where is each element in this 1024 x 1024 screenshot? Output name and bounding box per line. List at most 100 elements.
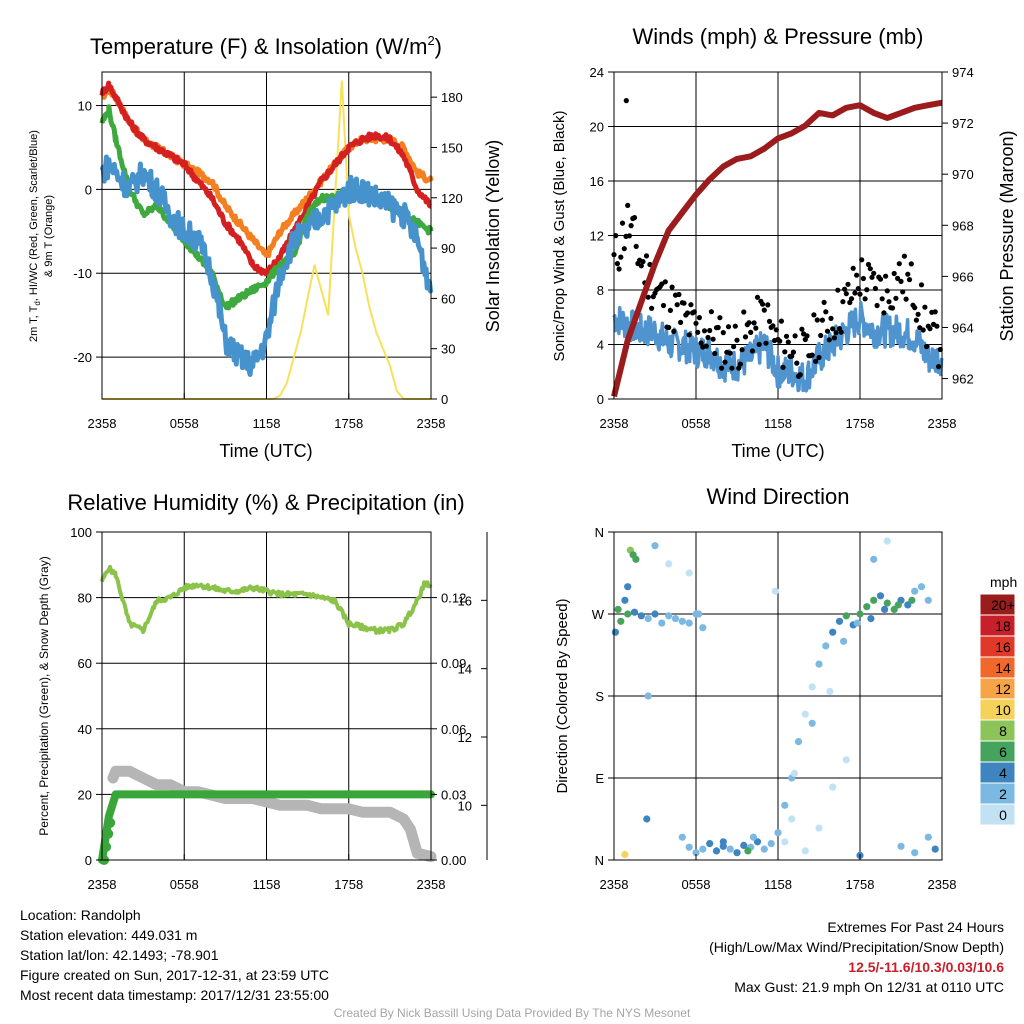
humidity-xtick-label: 1158 [253,877,281,892]
gust-point [869,274,875,280]
gust-point [789,353,795,359]
gust-point [643,253,650,259]
gust-point [924,343,930,350]
gust-point [920,327,926,333]
gust-point [666,324,672,331]
direction-xtick-label: 2358 [928,877,957,892]
gust-point [660,302,667,309]
humidity-precip-ytick-label: 0.00 [441,853,466,868]
temperature-right-ytick-label: 120 [441,191,463,206]
direction-point [695,610,703,618]
direction-point [908,596,916,604]
humidity-xtick-label: 1758 [334,877,363,892]
gust-point [782,349,788,355]
gust-point [631,215,638,221]
temperature-xtick-label: 1158 [253,416,281,431]
temperature-left-ytick-label: -10 [73,266,92,281]
direction-point [630,608,639,616]
humidity-precip-ytick-label: 0.06 [441,722,466,737]
temperature-series-3 [99,154,434,377]
direction-point [614,605,622,614]
snow-depth-line [107,765,437,863]
gust-point [749,348,756,354]
direction-point [712,847,721,855]
humidity-left-ytick-label: 100 [70,525,92,540]
gust-point [696,315,703,321]
temperature-left-ytick-label: -20 [73,350,92,365]
precip-point [103,828,114,839]
gust-point [881,310,887,316]
direction-point [883,537,891,545]
winds-right-ytick-label: 962 [952,372,974,387]
direction-point [870,596,878,604]
direction-point [665,560,673,568]
direction-title: Wind Direction [706,484,849,509]
direction-point [911,587,919,595]
gust-point [826,337,832,343]
direction-point [771,587,779,595]
gust-point [616,266,622,272]
direction-point [678,833,686,841]
winds-left-ytick-label: 20 [590,120,604,135]
gust-point [792,333,798,339]
insolation-path [102,80,431,400]
gust-point [731,344,737,350]
gust-point [859,257,865,263]
credit-footer: Created By Nick Bassill Using Data Provi… [333,1006,691,1020]
direction-point [699,845,707,853]
gust-point [901,253,908,259]
humidity-line [100,564,433,635]
temperature-left-ytick-label: 0 [85,182,92,197]
humidity-axes: 2358 0558 1158 1758 2358 0 20 40 60 80 100 0.00 0.03… [70,525,488,892]
gust-point [845,281,851,287]
direction-panel: Wind Direction 2358 0558 1158 1758 2358 N E S W N… [554,484,1017,892]
gust-point [934,323,940,329]
gust-point [915,311,921,317]
direction-point [790,769,799,778]
gust-point [908,261,914,267]
direction-point [719,838,727,846]
direction-point [744,847,752,855]
winds-xtick-label: 0558 [682,416,711,431]
direction-point [904,601,912,609]
gust-point [900,289,906,295]
gust-point [754,294,761,300]
gust-point [671,328,677,334]
max-gust-text: Max Gust: 21.9 mph On 12/31 at 0110 UTC [734,979,1004,995]
winds-grid [614,71,942,400]
gust-point [766,318,773,324]
winds-panel: Winds (mph) & Pressure (mb) 2358 0558 1158… [551,24,1017,461]
gust-point [669,284,675,290]
colorbar-swatch [979,782,1016,805]
gust-point [877,276,884,282]
gust-point [705,334,711,341]
humidity-left-ytick-label: 80 [78,591,92,606]
direction-point [815,660,823,668]
temperature-series [99,80,434,377]
direction-left-ytick-label: E [595,771,604,786]
direction-point [894,601,902,609]
gust-point [922,304,928,310]
humidity-precip-ytick-label: 0.03 [441,787,466,802]
gust-point [865,261,872,268]
direction-left-ytick-label: N [595,525,604,540]
direction-point [883,599,891,607]
gust-point [794,360,800,366]
elevation-text: Station elevation: 449.031 m [20,927,198,943]
direction-point [767,840,775,848]
direction-point [801,710,809,718]
gust-point [715,324,721,331]
gust-point [621,246,627,252]
direction-point [822,642,830,650]
direction-point [740,841,748,850]
gust-point [821,299,827,305]
winds-ylabel-left: Sonic/Prop Wind & Gust (Blue, Black) [551,111,568,362]
direction-point [685,569,693,577]
colorbar-label: 20+ [991,597,1015,613]
gust-point [703,343,709,349]
direction-point [643,815,651,823]
gust-point [638,263,644,269]
colorbar-swatch [979,740,1016,763]
winds-left-ytick-label: 24 [590,65,604,80]
